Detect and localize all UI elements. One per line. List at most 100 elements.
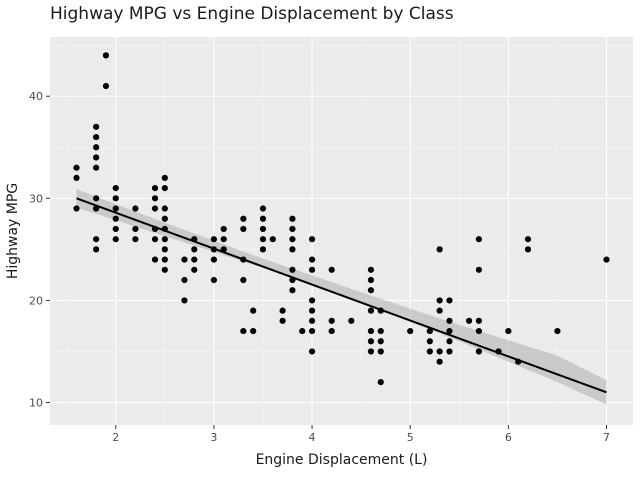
- data-point: [446, 317, 453, 324]
- x-tick-label: 6: [505, 431, 512, 444]
- x-tick-label: 4: [309, 431, 316, 444]
- y-tick-label: 10: [29, 397, 43, 410]
- data-point: [93, 236, 100, 243]
- data-point: [161, 205, 168, 212]
- data-point: [505, 327, 512, 335]
- x-tick-label: 7: [603, 431, 610, 444]
- axis-ticks: [46, 95, 607, 429]
- data-point: [191, 266, 198, 273]
- data-point: [161, 266, 168, 273]
- data-point: [308, 266, 316, 273]
- data-point: [475, 348, 483, 355]
- data-point: [289, 246, 296, 253]
- x-tick-label: 3: [210, 431, 217, 444]
- data-point: [377, 379, 384, 386]
- data-point: [328, 266, 335, 273]
- data-point: [554, 327, 561, 335]
- data-point: [348, 317, 355, 324]
- data-point: [73, 164, 80, 171]
- data-point: [93, 164, 100, 171]
- data-point: [259, 236, 267, 243]
- data-point: [161, 246, 168, 253]
- data-point: [259, 215, 267, 222]
- data-point: [151, 195, 159, 202]
- x-axis-title: Engine Displacement (L): [256, 452, 428, 468]
- data-point: [93, 195, 100, 202]
- data-point: [308, 297, 316, 304]
- data-point: [328, 317, 335, 324]
- data-point: [112, 215, 119, 222]
- data-point: [112, 236, 119, 243]
- data-point: [191, 246, 198, 253]
- data-point: [102, 52, 110, 59]
- data-point: [426, 338, 433, 345]
- data-point: [181, 276, 188, 284]
- y-tick-label: 20: [29, 294, 43, 307]
- data-point: [367, 307, 375, 314]
- data-point: [279, 307, 286, 314]
- y-tick-label: 40: [29, 90, 43, 103]
- data-point: [475, 327, 483, 335]
- data-point: [328, 327, 335, 335]
- x-tick-label: 2: [112, 431, 119, 444]
- data-point: [308, 256, 316, 263]
- data-point: [475, 317, 483, 324]
- data-point: [436, 348, 443, 355]
- data-point: [210, 236, 218, 243]
- data-point: [367, 338, 375, 345]
- data-point: [93, 246, 100, 253]
- data-point: [446, 297, 453, 304]
- data-point: [161, 256, 168, 263]
- data-point: [436, 307, 443, 314]
- data-point: [240, 276, 247, 284]
- data-point: [181, 256, 188, 263]
- data-point: [93, 123, 100, 130]
- data-point: [289, 225, 296, 233]
- data-point: [102, 82, 110, 90]
- data-point: [93, 144, 100, 151]
- data-point: [112, 195, 119, 202]
- data-point: [289, 236, 296, 243]
- data-point: [250, 307, 257, 314]
- data-point: [308, 327, 316, 335]
- data-point: [151, 185, 159, 192]
- data-point: [161, 236, 168, 243]
- data-point: [407, 327, 414, 335]
- data-point: [289, 266, 296, 273]
- data-point: [465, 317, 473, 324]
- data-point: [377, 327, 384, 335]
- regression-line: [76, 197, 607, 394]
- data-point: [308, 348, 316, 355]
- data-point: [475, 236, 483, 243]
- data-point: [220, 236, 227, 243]
- data-point: [436, 246, 443, 253]
- data-point: [132, 205, 139, 212]
- data-point: [161, 185, 168, 192]
- data-point: [367, 287, 375, 294]
- data-point: [308, 317, 316, 324]
- data-point: [220, 225, 227, 233]
- data-point: [446, 327, 453, 335]
- data-point: [436, 358, 443, 365]
- plot-panel: [50, 37, 633, 425]
- data-point: [269, 236, 276, 243]
- data-point: [279, 317, 286, 324]
- data-point: [161, 215, 168, 222]
- data-point: [308, 236, 316, 243]
- data-point: [210, 276, 218, 284]
- data-point: [151, 236, 159, 243]
- data-point: [524, 246, 532, 253]
- data-point: [603, 256, 610, 263]
- minor-gridlines: [50, 37, 633, 425]
- data-point: [446, 338, 453, 345]
- y-tick-labels: 10 20 30 40: [29, 90, 43, 409]
- data-point: [161, 174, 168, 182]
- x-tick-label: 5: [407, 431, 414, 444]
- data-point: [377, 338, 384, 345]
- major-gridlines: [50, 37, 633, 425]
- data-point: [151, 205, 159, 212]
- data-point: [240, 327, 247, 335]
- data-point: [426, 327, 433, 335]
- data-point: [73, 174, 80, 182]
